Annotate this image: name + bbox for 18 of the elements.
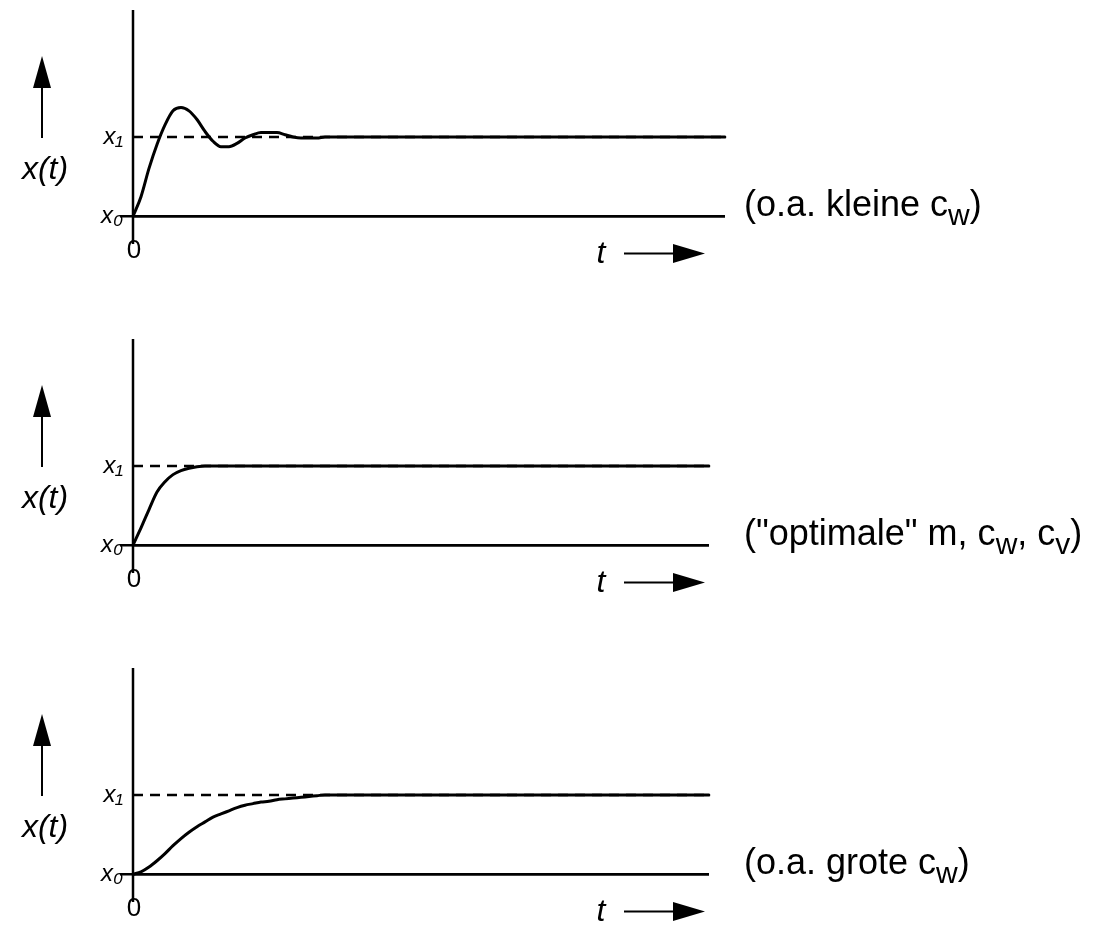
ref-line-label: x₀ <box>99 858 123 886</box>
ref-line-label: x₀ <box>99 200 123 228</box>
x-axis-title: t <box>596 234 606 271</box>
text: (o.a. grote c$_{w}$) <box>744 841 970 889</box>
ref-line-label: x₁ <box>102 121 123 149</box>
text: ("optimale" m, c$_{w}$, c$_{v}$) <box>744 512 1083 560</box>
ref-line-label: x₁ <box>102 779 123 807</box>
y-axis-title: x(t) <box>21 479 69 516</box>
y-axis-title: x(t) <box>21 150 69 187</box>
x-axis-title: t <box>596 892 606 929</box>
annotation: 0 <box>126 892 142 923</box>
ref-line-label: x₁ <box>102 450 123 478</box>
annotation: 0 <box>126 234 142 265</box>
annotation: 0 <box>126 563 142 594</box>
x-axis-title: t <box>596 563 606 600</box>
ref-line-label: x₀ <box>99 529 123 557</box>
y-axis-title: x(t) <box>21 808 69 845</box>
text: (o.a. kleine c$_{w}$) <box>744 183 982 231</box>
